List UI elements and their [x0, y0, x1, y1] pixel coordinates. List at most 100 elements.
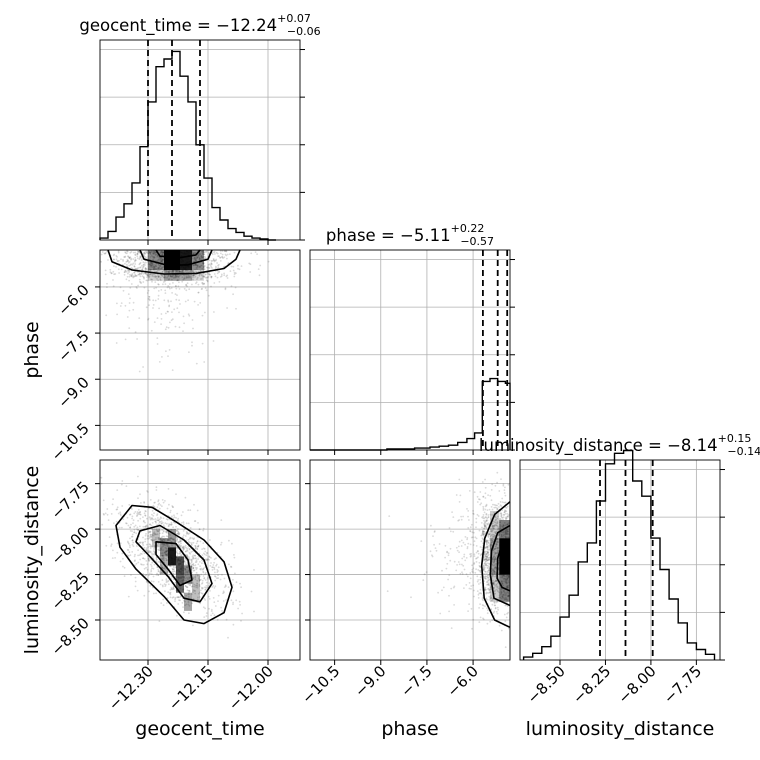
scatter-point-geocent-time-vs-luminosity-distance — [170, 524, 173, 526]
scatter-point-geocent-time-vs-phase — [206, 279, 209, 282]
scatter-point-geocent-time-vs-phase — [153, 252, 156, 255]
scatter-point-geocent-time-vs-phase — [182, 269, 184, 272]
scatter-point-geocent-time-vs-luminosity-distance — [184, 585, 187, 587]
scatter-point-phase-vs-luminosity-distance — [472, 510, 474, 512]
scatter-point-geocent-time-vs-phase — [147, 252, 150, 255]
scatter-point-geocent-time-vs-luminosity-distance — [228, 539, 230, 542]
scatter-point-geocent-time-vs-phase — [187, 276, 190, 279]
scatter-point-geocent-time-vs-phase — [160, 250, 163, 253]
scatter-point-phase-vs-luminosity-distance — [493, 572, 496, 575]
scatter-point-geocent-time-vs-phase — [130, 263, 133, 266]
scatter-point-phase-vs-luminosity-distance — [483, 565, 485, 568]
scatter-point-phase-vs-luminosity-distance — [482, 618, 485, 621]
scatter-point-geocent-time-vs-luminosity-distance — [131, 517, 134, 520]
scatter-point-geocent-time-vs-phase — [157, 298, 160, 300]
scatter-point-geocent-time-vs-phase — [210, 265, 213, 268]
scatter-point-geocent-time-vs-phase — [183, 287, 186, 290]
scatter-point-geocent-time-vs-luminosity-distance — [159, 532, 161, 535]
scatter-point-geocent-time-vs-phase — [124, 252, 127, 254]
scatter-point-phase-vs-luminosity-distance — [478, 498, 480, 501]
scatter-point-geocent-time-vs-luminosity-distance — [199, 568, 202, 570]
scatter-point-phase-vs-luminosity-distance — [477, 515, 480, 517]
scatter-point-geocent-time-vs-luminosity-distance — [185, 594, 188, 597]
scatter-point-geocent-time-vs-phase — [140, 259, 143, 261]
scatter-point-geocent-time-vs-luminosity-distance — [176, 519, 179, 522]
scatter-point-phase-vs-luminosity-distance — [496, 517, 499, 520]
scatter-point-geocent-time-vs-phase — [201, 256, 203, 259]
scatter-point-geocent-time-vs-luminosity-distance — [179, 550, 182, 553]
scatter-point-geocent-time-vs-phase — [125, 263, 128, 266]
scatter-point-phase-vs-luminosity-distance — [494, 545, 497, 548]
scatter-point-phase-vs-luminosity-distance — [483, 551, 486, 553]
scatter-point-geocent-time-vs-phase — [136, 338, 139, 340]
scatter-point-geocent-time-vs-luminosity-distance — [150, 569, 153, 571]
scatter-point-phase-vs-luminosity-distance — [475, 537, 478, 540]
scatter-point-geocent-time-vs-luminosity-distance — [204, 589, 207, 591]
scatter-point-geocent-time-vs-luminosity-distance — [141, 553, 143, 555]
scatter-point-geocent-time-vs-luminosity-distance — [153, 550, 156, 553]
scatter-point-geocent-time-vs-luminosity-distance — [217, 566, 220, 569]
scatter-point-phase-vs-luminosity-distance — [486, 547, 489, 549]
scatter-point-geocent-time-vs-phase — [181, 270, 183, 272]
scatter-point-geocent-time-vs-luminosity-distance — [177, 531, 180, 534]
scatter-point-geocent-time-vs-luminosity-distance — [157, 537, 160, 539]
scatter-point-geocent-time-vs-luminosity-distance — [174, 522, 177, 524]
scatter-point-geocent-time-vs-phase — [127, 260, 129, 262]
scatter-point-phase-vs-luminosity-distance — [422, 579, 425, 581]
scatter-point-geocent-time-vs-phase — [192, 278, 194, 281]
scatter-point-geocent-time-vs-luminosity-distance — [180, 522, 183, 524]
scatter-point-geocent-time-vs-phase — [155, 268, 158, 270]
scatter-point-phase-vs-luminosity-distance — [480, 522, 483, 524]
scatter-point-geocent-time-vs-phase — [199, 253, 201, 256]
scatter-point-geocent-time-vs-phase — [146, 250, 149, 253]
scatter-point-geocent-time-vs-phase — [148, 251, 151, 254]
scatter-point-geocent-time-vs-luminosity-distance — [120, 483, 123, 486]
tick-label-y-phase: −7.5 — [54, 327, 92, 365]
scatter-point-geocent-time-vs-phase — [200, 255, 203, 258]
scatter-point-geocent-time-vs-phase — [210, 263, 213, 266]
scatter-point-geocent-time-vs-phase — [191, 319, 194, 321]
scatter-point-geocent-time-vs-luminosity-distance — [175, 547, 178, 550]
scatter-point-phase-vs-luminosity-distance — [486, 570, 489, 572]
scatter-point-geocent-time-vs-phase — [162, 281, 165, 283]
scatter-point-geocent-time-vs-phase — [120, 258, 122, 261]
scatter-point-geocent-time-vs-phase — [192, 252, 195, 255]
scatter-point-phase-vs-luminosity-distance — [475, 545, 478, 547]
scatter-point-phase-vs-luminosity-distance — [485, 553, 488, 556]
scatter-point-phase-vs-luminosity-distance — [493, 558, 496, 561]
scatter-point-geocent-time-vs-luminosity-distance — [157, 517, 159, 519]
scatter-point-geocent-time-vs-phase — [249, 271, 252, 273]
scatter-point-geocent-time-vs-luminosity-distance — [118, 526, 121, 529]
scatter-point-geocent-time-vs-luminosity-distance — [194, 544, 197, 547]
scatter-point-geocent-time-vs-phase — [153, 266, 156, 269]
scatter-point-geocent-time-vs-luminosity-distance — [172, 572, 175, 575]
scatter-point-geocent-time-vs-luminosity-distance — [158, 538, 161, 541]
scatter-point-geocent-time-vs-luminosity-distance — [137, 528, 139, 531]
scatter-point-geocent-time-vs-luminosity-distance — [213, 561, 216, 564]
scatter-point-geocent-time-vs-luminosity-distance — [187, 545, 190, 548]
scatter-point-geocent-time-vs-phase — [134, 260, 136, 263]
scatter-point-geocent-time-vs-luminosity-distance — [205, 612, 208, 614]
scatter-point-phase-vs-luminosity-distance — [489, 585, 492, 588]
scatter-point-geocent-time-vs-phase — [174, 293, 177, 295]
scatter-point-geocent-time-vs-luminosity-distance — [196, 509, 199, 512]
scatter-point-geocent-time-vs-luminosity-distance — [158, 570, 160, 573]
scatter-point-geocent-time-vs-luminosity-distance — [168, 523, 170, 525]
scatter-point-geocent-time-vs-luminosity-distance — [148, 516, 151, 518]
scatter-point-phase-vs-luminosity-distance — [469, 577, 472, 580]
scatter-point-geocent-time-vs-phase — [191, 275, 194, 277]
scatter-point-phase-vs-luminosity-distance — [493, 533, 495, 536]
scatter-point-phase-vs-luminosity-distance — [486, 550, 489, 553]
scatter-point-geocent-time-vs-phase — [202, 283, 204, 286]
scatter-point-phase-vs-luminosity-distance — [487, 516, 490, 518]
scatter-point-geocent-time-vs-phase — [211, 267, 213, 269]
scatter-point-geocent-time-vs-phase — [237, 264, 239, 267]
scatter-point-phase-vs-luminosity-distance — [470, 536, 473, 539]
scatter-point-geocent-time-vs-luminosity-distance — [206, 559, 209, 561]
scatter-point-geocent-time-vs-luminosity-distance — [182, 548, 185, 550]
scatter-point-phase-vs-luminosity-distance — [486, 555, 488, 558]
scatter-point-geocent-time-vs-luminosity-distance — [110, 545, 112, 547]
scatter-point-geocent-time-vs-phase — [123, 271, 126, 273]
scatter-point-geocent-time-vs-luminosity-distance — [194, 547, 197, 549]
